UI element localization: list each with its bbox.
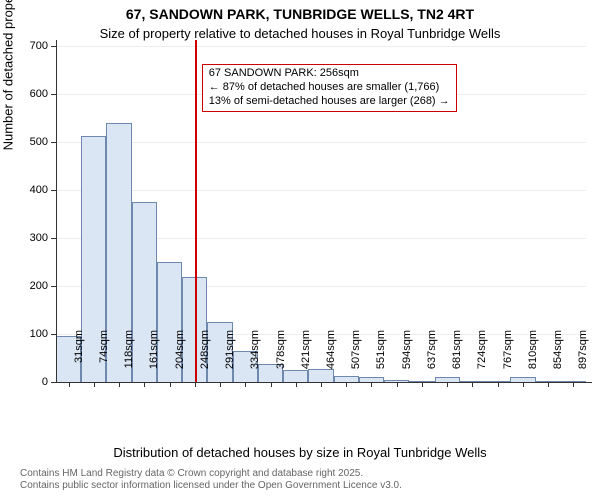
chart-subtitle: Size of property relative to detached ho…	[0, 26, 600, 41]
annotation-line: 13% of semi-detached houses are larger (…	[209, 95, 450, 109]
x-tick-label: 421sqm	[300, 330, 312, 390]
x-tick	[346, 382, 347, 387]
x-tick-label: 334sqm	[249, 330, 261, 390]
footer-line-1: Contains HM Land Registry data © Crown c…	[20, 468, 402, 480]
x-tick	[573, 382, 574, 387]
x-tick	[472, 382, 473, 387]
chart-container: 67, SANDOWN PARK, TUNBRIDGE WELLS, TN2 4…	[0, 0, 600, 500]
x-tick	[321, 382, 322, 387]
x-tick	[144, 382, 145, 387]
x-tick-label: 31sqm	[73, 330, 85, 390]
x-tick	[119, 382, 120, 387]
x-tick-label: 810sqm	[527, 330, 539, 390]
y-tick-label: 600	[0, 88, 48, 100]
y-tick-label: 300	[0, 232, 48, 244]
x-axis-title: Distribution of detached houses by size …	[0, 445, 600, 460]
grid-line	[56, 142, 586, 143]
y-axis-line	[56, 40, 57, 382]
x-tick-label: 637sqm	[426, 330, 438, 390]
x-tick	[170, 382, 171, 387]
x-tick	[296, 382, 297, 387]
x-tick-label: 378sqm	[275, 330, 287, 390]
x-tick	[220, 382, 221, 387]
chart-title: 67, SANDOWN PARK, TUNBRIDGE WELLS, TN2 4…	[0, 6, 600, 22]
x-tick-label: 724sqm	[476, 330, 488, 390]
x-tick-label: 551sqm	[375, 330, 387, 390]
x-tick	[397, 382, 398, 387]
y-tick	[51, 94, 56, 95]
y-tick	[51, 286, 56, 287]
x-tick-label: 897sqm	[577, 330, 589, 390]
x-tick-label: 161sqm	[148, 330, 160, 390]
y-tick-label: 200	[0, 280, 48, 292]
annotation-line: ← 87% of detached houses are smaller (1,…	[209, 81, 450, 95]
x-tick	[271, 382, 272, 387]
x-tick-label: 681sqm	[451, 330, 463, 390]
y-axis-title: Number of detached properties	[1, 0, 16, 150]
y-tick	[51, 190, 56, 191]
y-tick-label: 0	[0, 376, 48, 388]
property-marker-line	[195, 40, 197, 382]
y-tick	[51, 334, 56, 335]
x-tick	[245, 382, 246, 387]
x-tick-label: 507sqm	[350, 330, 362, 390]
x-tick	[371, 382, 372, 387]
x-tick	[195, 382, 196, 387]
x-tick-label: 74sqm	[98, 330, 110, 390]
y-tick-label: 400	[0, 184, 48, 196]
x-tick	[523, 382, 524, 387]
x-tick-label: 767sqm	[502, 330, 514, 390]
x-tick-label: 291sqm	[224, 330, 236, 390]
attribution-footer: Contains HM Land Registry data © Crown c…	[20, 468, 402, 492]
x-tick-label: 248sqm	[199, 330, 211, 390]
y-tick	[51, 382, 56, 383]
y-tick	[51, 46, 56, 47]
y-tick-label: 500	[0, 136, 48, 148]
x-tick	[548, 382, 549, 387]
x-tick-label: 204sqm	[174, 330, 186, 390]
footer-line-2: Contains public sector information licen…	[20, 480, 402, 492]
x-tick-label: 118sqm	[123, 330, 135, 390]
x-tick	[94, 382, 95, 387]
annotation-box: 67 SANDOWN PARK: 256sqm← 87% of detached…	[202, 64, 457, 111]
y-tick-label: 700	[0, 40, 48, 52]
y-tick-label: 100	[0, 328, 48, 340]
x-tick	[447, 382, 448, 387]
x-tick-label: 854sqm	[552, 330, 564, 390]
x-tick-label: 594sqm	[401, 330, 413, 390]
x-tick	[69, 382, 70, 387]
x-tick	[422, 382, 423, 387]
y-tick	[51, 238, 56, 239]
x-tick-label: 464sqm	[325, 330, 337, 390]
annotation-line: 67 SANDOWN PARK: 256sqm	[209, 67, 450, 81]
x-tick	[498, 382, 499, 387]
grid-line	[56, 190, 586, 191]
y-tick	[51, 142, 56, 143]
grid-line	[56, 46, 586, 47]
